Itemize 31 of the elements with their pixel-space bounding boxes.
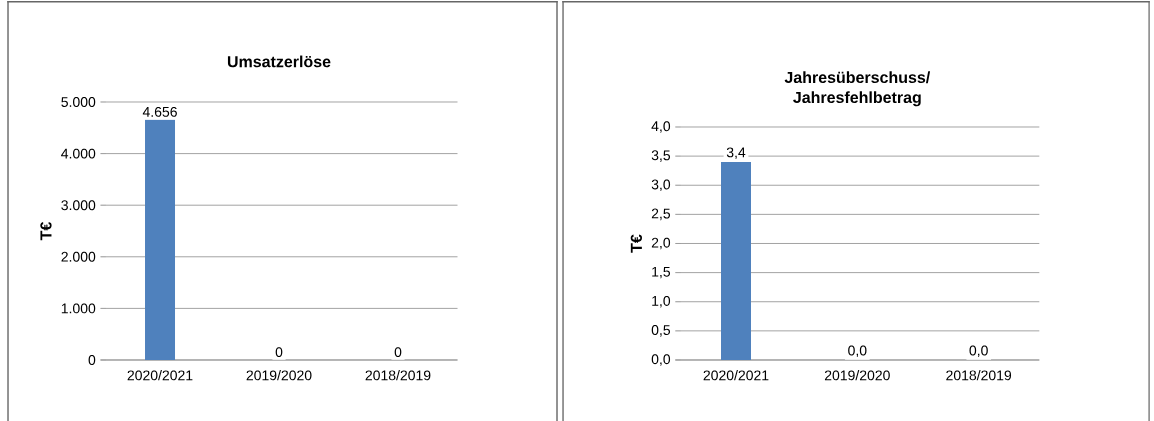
data-label: 0,0 <box>969 345 988 358</box>
x-tick-label: 2018/2019 <box>946 370 1012 381</box>
x-tick-label: 2019/2020 <box>824 370 890 381</box>
y-tick-label: 0,0 <box>651 354 671 366</box>
y-tick-label: 3.000 <box>61 200 96 211</box>
y-tick-label: 0 <box>88 355 96 365</box>
y-tick-label: 5.000 <box>61 97 96 107</box>
y-tick-label: 2,0 <box>651 237 671 250</box>
y-tick-label: 3,5 <box>651 150 671 162</box>
y-axis-title: T€ <box>40 221 52 241</box>
y-tick-label: 1,0 <box>652 295 671 308</box>
data-label: 0,0 <box>848 345 867 358</box>
x-tick-label: 2019/2020 <box>246 370 312 381</box>
x-tick-label: 2018/2019 <box>365 370 431 381</box>
x-tick-label: 2020/2021 <box>127 370 193 381</box>
y-tick-label: 1.000 <box>61 303 96 314</box>
y-tick-label: 1,5 <box>652 266 671 279</box>
y-tick-label: 4.000 <box>61 148 96 159</box>
chart-title: Umsatzerlöse <box>227 55 331 68</box>
y-tick-label: 3,0 <box>651 179 671 192</box>
y-tick-label: 2.000 <box>61 251 96 262</box>
y-tick-label: 0,5 <box>651 325 671 337</box>
chart-title: Jahresüberschuss/ Jahresfehlbetrag <box>784 71 931 107</box>
y-tick-label: 2,5 <box>651 208 671 221</box>
y-axis-title: T€ <box>630 234 642 253</box>
data-label: 0 <box>275 347 283 358</box>
data-label: 0 <box>394 347 402 358</box>
data-label: 3,4 <box>726 147 746 160</box>
y-tick-label: 4,0 <box>651 121 671 133</box>
data-label: 4.656 <box>142 106 177 117</box>
x-tick-label: 2020/2021 <box>703 370 769 381</box>
